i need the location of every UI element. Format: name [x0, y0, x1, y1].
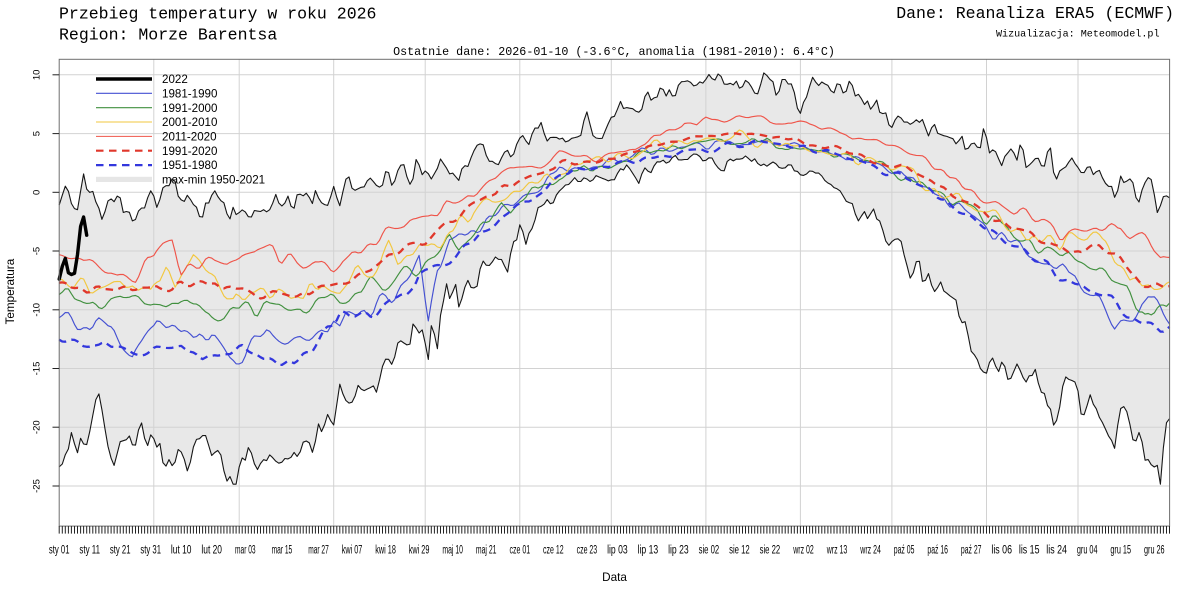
svg-text:paź 05: paź 05 [894, 545, 915, 557]
svg-text:-5: -5 [32, 247, 43, 255]
svg-text:mar 03: mar 03 [235, 545, 256, 557]
svg-text:Data: Data [602, 571, 627, 584]
svg-text:sty 21: sty 21 [110, 545, 131, 557]
svg-text:maj 10: maj 10 [442, 545, 463, 557]
svg-text:2001-2010: 2001-2010 [162, 116, 217, 129]
svg-text:kwi 18: kwi 18 [375, 545, 396, 557]
svg-text:2011-2020: 2011-2020 [162, 131, 217, 144]
svg-text:-20: -20 [32, 420, 43, 434]
svg-text:-25: -25 [32, 479, 43, 493]
svg-text:1991-2000: 1991-2000 [162, 102, 217, 115]
svg-text:wrz 24: wrz 24 [860, 545, 882, 557]
svg-text:sie 22: sie 22 [760, 545, 781, 557]
svg-text:1951-1980: 1951-1980 [162, 159, 217, 172]
svg-text:gru 04: gru 04 [1077, 545, 1098, 557]
svg-text:10: 10 [32, 70, 43, 81]
svg-text:1991-2020: 1991-2020 [162, 145, 217, 158]
svg-text:sty 31: sty 31 [140, 545, 161, 557]
svg-text:1981-1990: 1981-1990 [162, 87, 217, 100]
svg-text:Dane: Reanaliza ERA5 (ECMWF): Dane: Reanaliza ERA5 (ECMWF) [896, 4, 1174, 23]
svg-text:sie 12: sie 12 [729, 545, 750, 557]
svg-text:Przebieg temperatury w roku 20: Przebieg temperatury w roku 2026 [59, 4, 376, 23]
svg-text:paź 27: paź 27 [961, 545, 982, 557]
svg-text:-10: -10 [32, 303, 43, 317]
svg-text:paź 16: paź 16 [927, 545, 948, 557]
svg-text:mar 15: mar 15 [272, 545, 293, 557]
svg-text:sie 02: sie 02 [699, 545, 720, 557]
svg-text:max-min 1950-2021: max-min 1950-2021 [162, 174, 265, 187]
svg-text:sty 01: sty 01 [49, 545, 70, 557]
svg-text:wrz 13: wrz 13 [826, 545, 847, 557]
svg-text:2022: 2022 [162, 73, 188, 86]
svg-text:lis 15: lis 15 [1019, 545, 1040, 557]
svg-text:Ostatnie dane: 2026-01-10 (-3.: Ostatnie dane: 2026-01-10 (-3.6°C, anoma… [393, 45, 835, 59]
svg-text:kwi 07: kwi 07 [342, 545, 363, 557]
svg-text:Temperatura: Temperatura [4, 258, 17, 324]
svg-text:gru 15: gru 15 [1110, 545, 1131, 557]
svg-text:5: 5 [32, 131, 43, 136]
svg-text:Wizualizacja: Meteomodel.pl: Wizualizacja: Meteomodel.pl [996, 29, 1160, 41]
svg-text:lip 13: lip 13 [638, 545, 659, 557]
svg-text:mar 27: mar 27 [308, 545, 329, 557]
svg-text:sty 11: sty 11 [79, 545, 100, 557]
svg-text:wrz 02: wrz 02 [793, 545, 814, 557]
svg-text:Region: Morze Barentsa: Region: Morze Barentsa [59, 26, 277, 45]
svg-text:kwi 29: kwi 29 [409, 545, 430, 557]
svg-text:cze 23: cze 23 [577, 545, 598, 557]
svg-text:maj 21: maj 21 [476, 545, 497, 557]
svg-text:lip 23: lip 23 [668, 545, 689, 557]
svg-text:cze 01: cze 01 [510, 545, 531, 557]
svg-text:gru 26: gru 26 [1144, 545, 1165, 557]
svg-text:cze 12: cze 12 [543, 545, 564, 557]
svg-text:0: 0 [32, 190, 43, 195]
svg-text:-15: -15 [32, 362, 43, 376]
svg-text:lut 20: lut 20 [201, 545, 222, 557]
svg-text:lis 24: lis 24 [1046, 545, 1067, 557]
svg-text:lis 06: lis 06 [991, 545, 1012, 557]
svg-text:lut 10: lut 10 [171, 545, 192, 557]
svg-text:lip 03: lip 03 [607, 545, 628, 557]
